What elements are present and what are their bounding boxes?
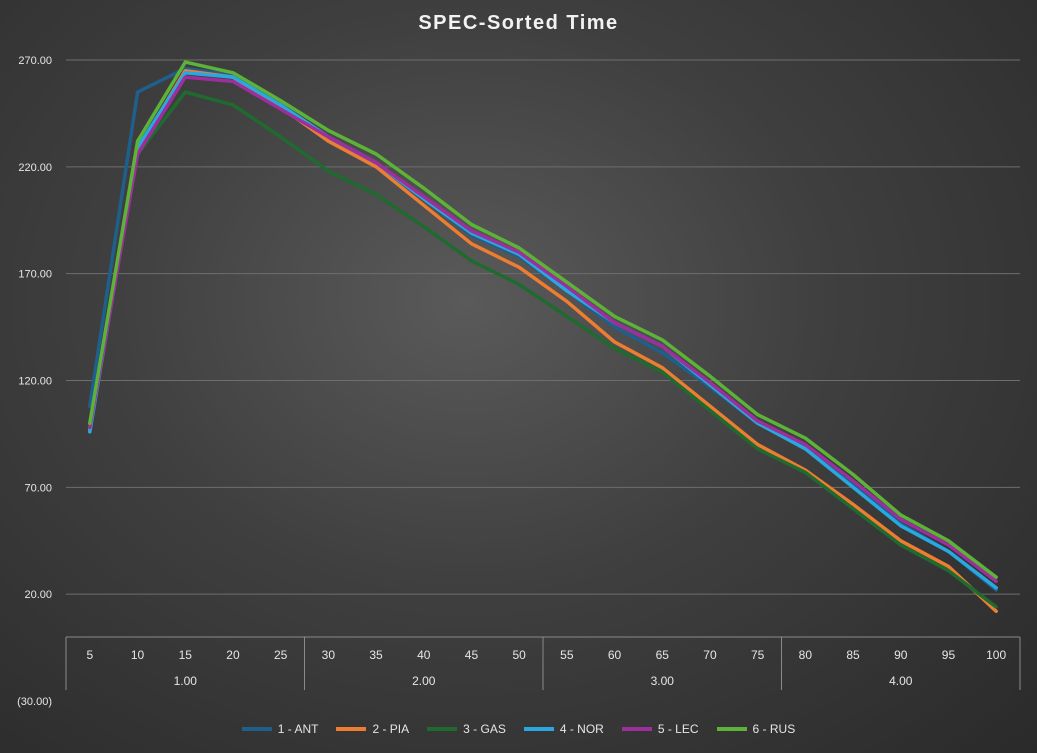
- x-tick-label: 65: [656, 648, 670, 662]
- series-line-5-lec: [88, 75, 998, 584]
- legend-label: 1 - ANT: [277, 722, 319, 736]
- y-tick-label: 220.00: [18, 162, 52, 174]
- x-tick-label: 25: [274, 648, 288, 662]
- x-tick-label: 45: [465, 648, 479, 662]
- x-group-label: 4.00: [889, 674, 913, 688]
- legend-label: 2 - PIA: [372, 722, 410, 736]
- legend-item: 1 - ANT: [241, 722, 319, 736]
- x-tick-label: 5: [87, 648, 94, 662]
- x-tick-label: 80: [799, 648, 813, 662]
- x-group-label: 2.00: [412, 674, 436, 688]
- series-line-6-rus: [88, 60, 998, 579]
- chart-title: SPEC-Sorted Time: [418, 12, 619, 34]
- x-tick-label: 85: [846, 648, 860, 662]
- y-tick-label: (30.00): [17, 696, 52, 708]
- legend-item: 3 - GAS: [427, 722, 506, 736]
- x-tick-label: 60: [608, 648, 622, 662]
- legend-item: 2 - PIA: [336, 722, 409, 736]
- legend-item: 6 - RUS: [716, 722, 796, 736]
- x-group-label: 3.00: [651, 674, 675, 688]
- y-tick-label: 70.00: [24, 482, 52, 494]
- x-tick-label: 30: [322, 648, 336, 662]
- legend-item: 5 - LEC: [621, 722, 699, 736]
- x-tick-label: 70: [703, 648, 717, 662]
- legend-swatch: [716, 727, 747, 731]
- x-tick-label: 95: [942, 648, 956, 662]
- y-tick-label: 20.00: [24, 589, 52, 601]
- series-line-2-pia: [88, 68, 998, 614]
- legend-swatch: [523, 727, 554, 731]
- legend-label: 5 - LEC: [657, 722, 699, 736]
- x-tick-label: 15: [179, 648, 193, 662]
- legend-label: 3 - GAS: [463, 722, 506, 736]
- x-group-label: 1.00: [174, 674, 198, 688]
- chart-legend: 1 - ANT 2 - PIA 3 - GAS 4 - NOR 5 - LEC 6 - R…: [0, 722, 1037, 736]
- series-line-3-gas: [88, 90, 998, 609]
- legend-swatch: [241, 727, 272, 731]
- series-line-4-nor: [88, 71, 998, 590]
- x-tick-label: 100: [986, 648, 1006, 662]
- y-tick-label: 120.00: [18, 376, 52, 388]
- x-tick-label: 40: [417, 648, 431, 662]
- x-tick-label: 10: [131, 648, 145, 662]
- y-tick-label: 270.00: [18, 55, 52, 67]
- x-tick-label: 35: [369, 648, 383, 662]
- legend-label: 6 - RUS: [752, 722, 796, 736]
- legend-swatch: [336, 727, 367, 731]
- legend-swatch: [427, 727, 458, 731]
- legend-label: 4 - NOR: [559, 722, 604, 736]
- x-tick-label: 55: [560, 648, 574, 662]
- y-tick-label: 170.00: [18, 269, 52, 281]
- x-tick-label: 20: [226, 648, 240, 662]
- legend-item: 4 - NOR: [523, 722, 604, 736]
- x-tick-label: 50: [512, 648, 526, 662]
- x-tick-label: 90: [894, 648, 908, 662]
- x-tick-label: 75: [751, 648, 765, 662]
- legend-swatch: [621, 727, 652, 731]
